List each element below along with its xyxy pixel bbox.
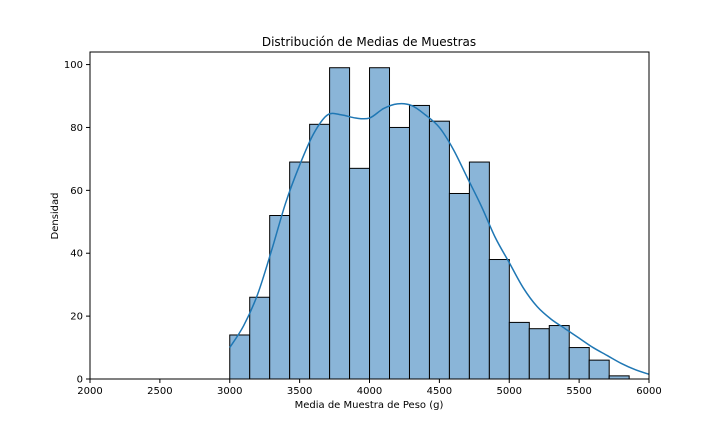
histogram-bar [229,334,251,380]
x-tick-label: 5000 [497,386,522,397]
y-tick-label: 60 [70,186,83,197]
histogram-bar [568,347,590,380]
y-tick-label: 80 [70,123,83,134]
histogram-bar [389,126,410,380]
y-axis-label: Densidad [50,192,61,239]
x-axis-ticks: 2000 2500 3000 3500 4000 4500 5000 5500 6000 [77,379,662,397]
x-tick-label: 2000 [77,386,102,397]
histogram-bar [508,321,530,380]
y-tick-label: 40 [70,249,83,260]
histogram-bar [249,296,271,380]
x-tick-label: 2500 [147,386,172,397]
x-tick-label: 6000 [636,386,661,397]
histogram-bar [488,259,510,380]
x-tick-label: 5500 [566,386,591,397]
x-axis-label: Media de Muestra de Peso (g) [295,400,444,411]
histogram-bar [289,161,311,380]
y-tick-label: 100 [64,60,83,71]
histogram-bar [309,123,331,380]
histogram-bar [588,359,610,380]
x-tick-label: 4500 [427,386,452,397]
histogram-bar [468,161,490,380]
y-tick-label: 20 [70,312,83,323]
histogram-bar [408,104,430,380]
bars-group [229,67,630,380]
histogram-bar [369,67,391,380]
y-axis-ticks: 0 20 40 60 80 100 [64,60,90,386]
histogram-bar [349,167,371,380]
y-tick-label: 0 [77,375,83,386]
histogram-bar [528,328,550,380]
kde-curve [229,102,650,375]
histogram-bar [269,215,291,380]
x-tick-label: 3000 [217,386,242,397]
histogram-bar [548,325,570,380]
histogram-bar [448,192,470,380]
x-tick-label: 4000 [357,386,382,397]
x-tick-label: 3500 [287,386,312,397]
chart-title: Distribución de Medias de Muestras [262,35,476,49]
histogram-bar [428,120,450,380]
